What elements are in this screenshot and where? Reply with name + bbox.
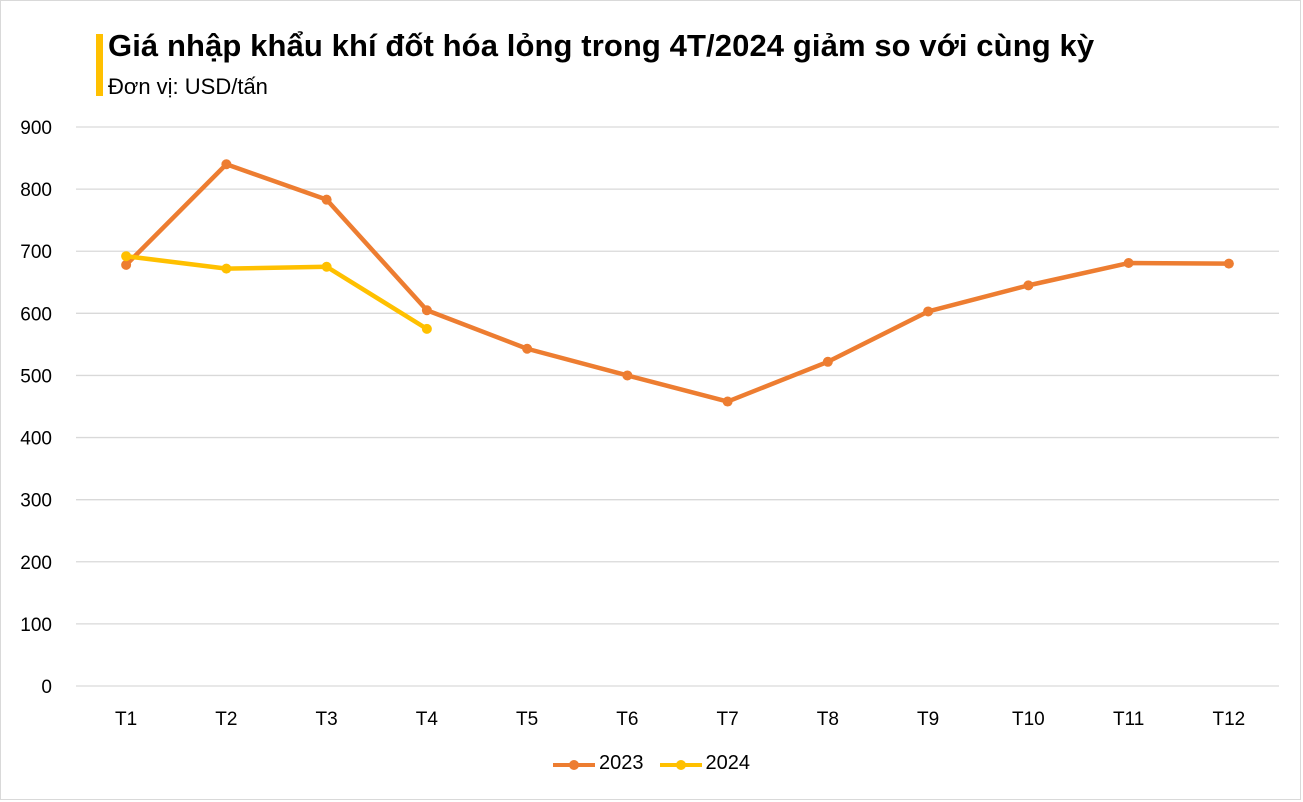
x-tick-label: T12 — [1213, 709, 1246, 730]
legend-item-2023: 2023 — [553, 752, 644, 775]
x-tick-label: T2 — [215, 709, 237, 730]
x-tick-label: T1 — [115, 709, 137, 730]
legend-swatch-2023-icon — [553, 754, 595, 774]
data-point-2023-T11 — [1123, 258, 1134, 269]
series-lines — [121, 159, 1234, 407]
data-point-2023-T9 — [923, 306, 934, 317]
x-tick-label: T6 — [616, 709, 638, 730]
data-point-2023-T1 — [121, 259, 132, 270]
legend-label-2024: 2024 — [705, 752, 751, 774]
y-axis-labels: 0 100 200 300 400 500 600 700 800 900 — [20, 118, 52, 698]
series-line-2024 — [123, 253, 430, 332]
data-point-2024-T3 — [321, 261, 332, 272]
x-axis-labels: T1 T2 T3 T4 T5 T6 T7 T8 T9 T10 T11 T12 — [115, 709, 1245, 730]
legend-item-2024: 2024 — [659, 752, 751, 775]
y-tick-label: 800 — [20, 180, 52, 201]
y-tick-label: 200 — [20, 553, 52, 574]
series-2024 — [121, 251, 432, 334]
data-point-2024-T2 — [221, 263, 232, 274]
x-tick-label: T5 — [516, 709, 538, 730]
gridlines — [76, 126, 1279, 687]
x-tick-label: T10 — [1012, 709, 1045, 730]
data-point-2024-T1 — [121, 251, 132, 262]
data-point-2023-T12 — [1223, 258, 1234, 269]
y-tick-label: 400 — [20, 429, 52, 450]
title-accent-bar — [96, 34, 103, 96]
x-tick-label: T3 — [316, 709, 338, 730]
legend-label-2023: 2023 — [599, 752, 644, 774]
legend-swatch-2024-icon — [659, 754, 702, 774]
data-point-2023-T4 — [421, 305, 432, 316]
y-tick-label: 100 — [20, 615, 52, 636]
y-tick-label: 900 — [20, 118, 52, 139]
x-tick-label: T7 — [717, 709, 739, 730]
chart-subtitle: Đơn vị: USD/tấn — [108, 74, 268, 99]
data-point-2023-T8 — [822, 356, 833, 367]
data-point-2023-T3 — [321, 194, 332, 205]
data-point-2023-T2 — [221, 159, 232, 170]
series-line-2023 — [123, 162, 1232, 404]
legend: 2023 2024 — [0, 752, 1303, 775]
y-tick-label: 700 — [20, 242, 52, 263]
y-tick-label: 300 — [20, 491, 52, 512]
x-tick-label: T8 — [817, 709, 839, 730]
data-point-2023-T10 — [1023, 280, 1034, 291]
x-tick-label: T4 — [416, 709, 439, 730]
x-tick-label: T9 — [917, 709, 939, 730]
data-point-2024-T4 — [421, 323, 432, 334]
data-point-2023-T6 — [622, 370, 633, 381]
data-point-2023-T5 — [522, 343, 533, 354]
y-tick-label: 600 — [20, 304, 52, 325]
y-tick-label: 0 — [41, 677, 52, 698]
series-2023 — [121, 159, 1234, 407]
x-tick-label: T11 — [1113, 709, 1144, 730]
data-point-2023-T7 — [722, 396, 733, 407]
y-tick-label: 500 — [20, 366, 52, 387]
chart-title: Giá nhập khẩu khí đốt hóa lỏng trong 4T/… — [108, 28, 1095, 63]
